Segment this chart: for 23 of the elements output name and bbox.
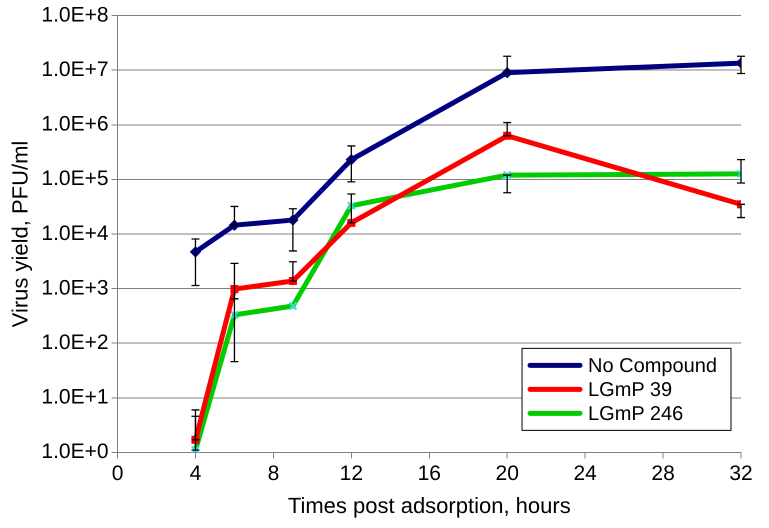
y-tick-label: 1.0E+7 — [41, 58, 109, 81]
x-tick-label: 12 — [340, 462, 364, 485]
x-tick-label: 0 — [112, 462, 124, 485]
y-tick-label: 1.0E+6 — [41, 112, 109, 136]
x-tick-label: 32 — [729, 462, 753, 485]
y-tick-label: 1.0E+0 — [41, 440, 109, 464]
x-tick-label: 8 — [268, 462, 280, 485]
legend-label: LGmP 246 — [588, 402, 684, 425]
y-axis-title: Virus yield, PFU/ml — [7, 140, 32, 328]
legend-label: No Compound — [588, 354, 718, 377]
y-tick-label: 1.0E+2 — [41, 330, 109, 354]
x-tick-label: 28 — [651, 462, 675, 485]
x-tick-label: 20 — [496, 462, 519, 485]
x-axis-title: Times post adsorption, hours — [288, 492, 571, 518]
y-tick-label: 1.0E+8 — [41, 3, 109, 26]
x-tick-label: 16 — [418, 462, 441, 485]
y-tick-label: 1.0E+4 — [41, 222, 109, 245]
legend-label: LGmP 39 — [588, 378, 672, 401]
y-tick-label: 1.0E+3 — [41, 276, 109, 300]
y-tick-label: 1.0E+1 — [41, 386, 109, 409]
x-tick-label: 4 — [190, 462, 202, 485]
x-tick-label: 24 — [573, 462, 598, 485]
y-tick-label: 1.0E+5 — [41, 167, 109, 190]
